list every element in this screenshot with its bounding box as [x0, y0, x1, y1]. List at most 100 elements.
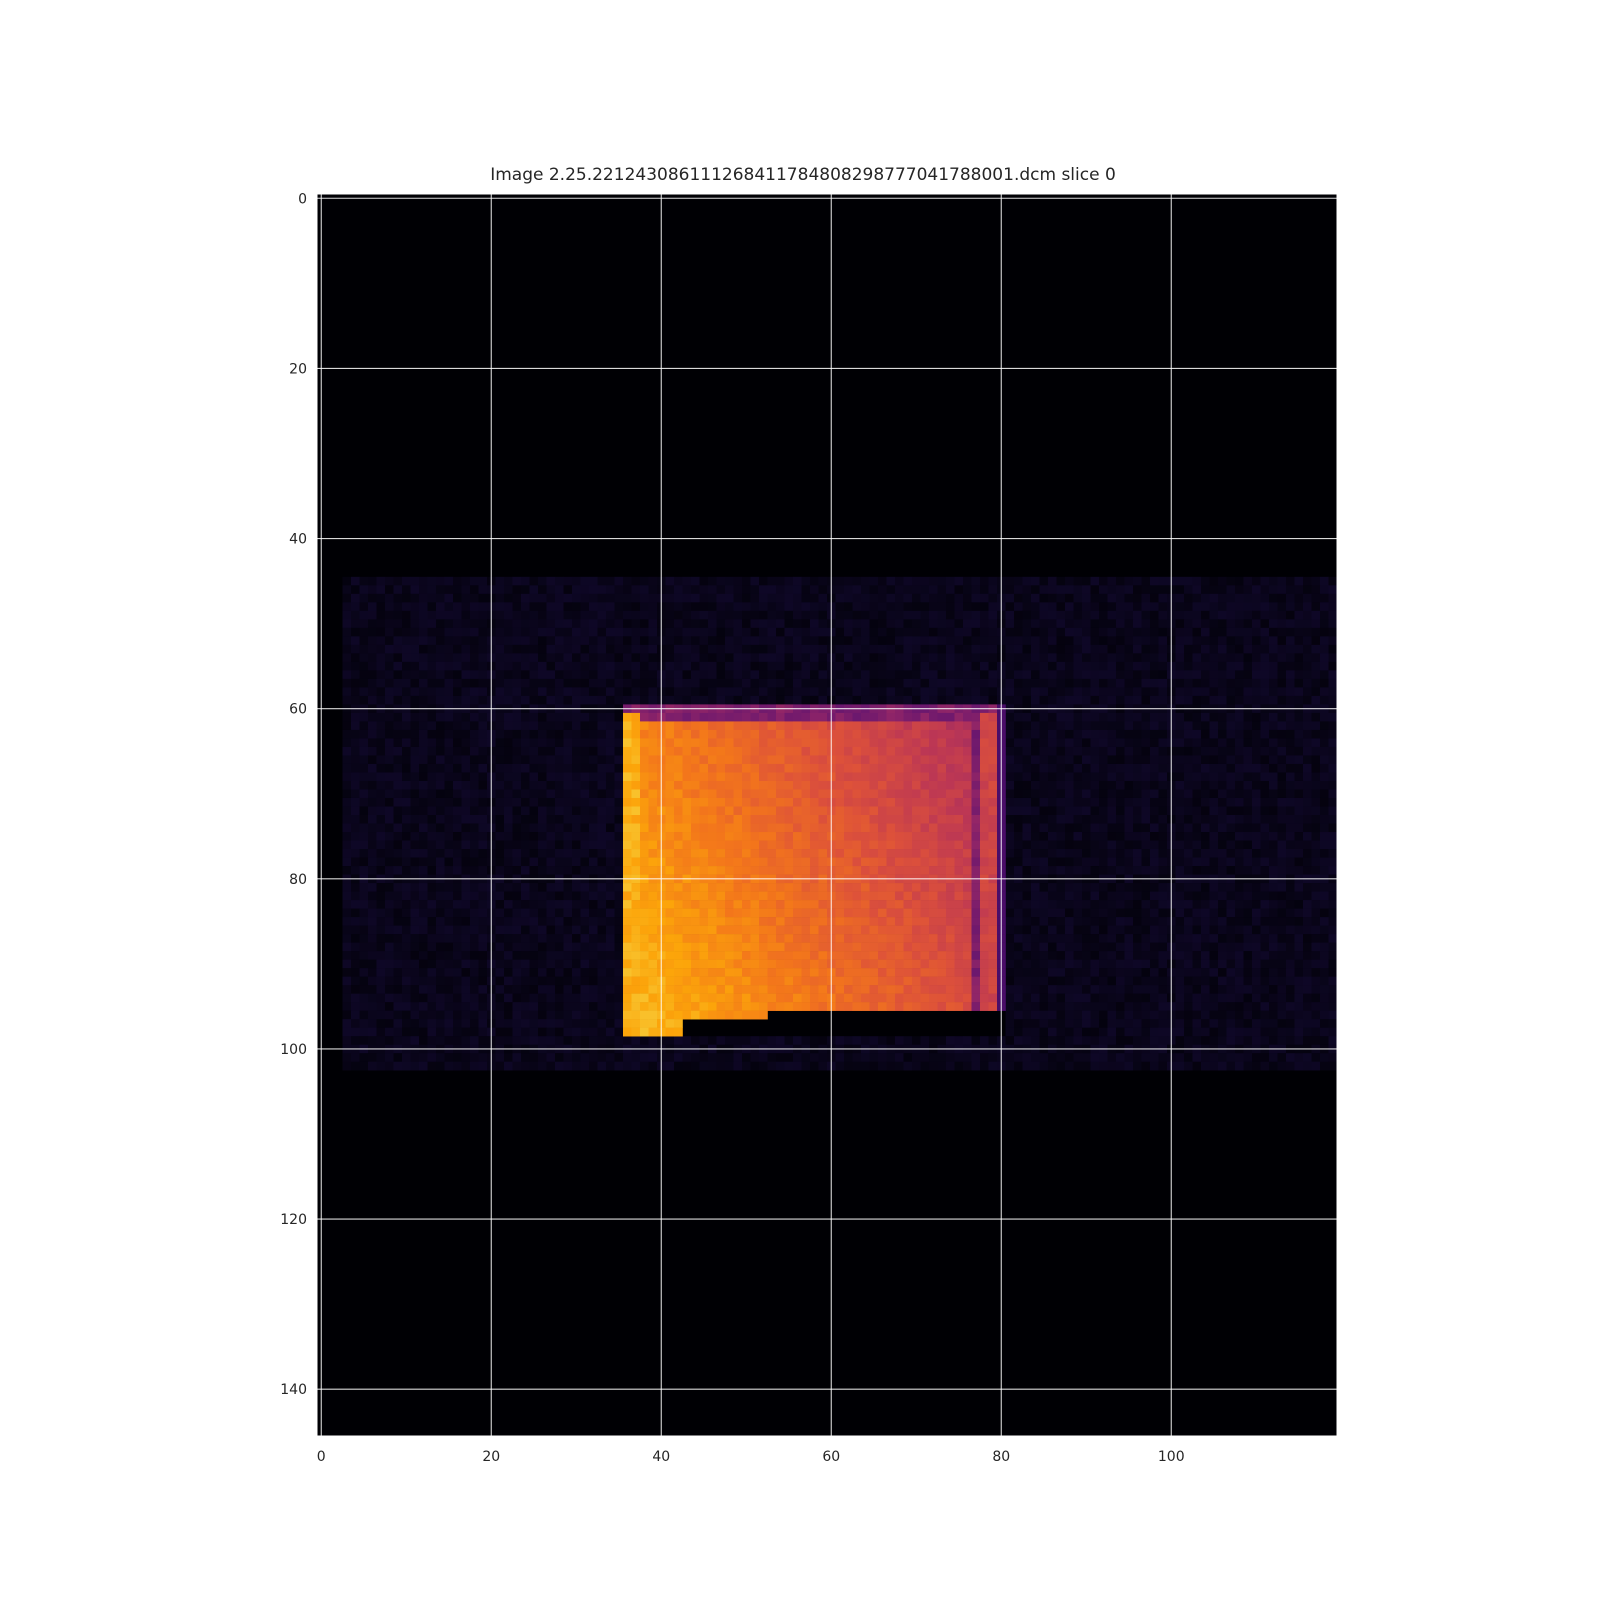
pixel [971, 1036, 981, 1045]
pixel [1209, 925, 1219, 935]
pixel [1235, 1053, 1244, 1062]
pixel [1235, 1010, 1244, 1020]
pixel [376, 576, 386, 586]
pixel [580, 840, 590, 850]
pixel [538, 815, 547, 824]
pixel [580, 738, 590, 748]
pixel [461, 738, 471, 748]
pixel [1022, 917, 1032, 926]
pixel [708, 670, 717, 680]
pixel [742, 636, 751, 646]
pixel [1269, 883, 1278, 892]
pixel [555, 627, 564, 637]
pixel [1252, 917, 1261, 926]
pixel [1005, 687, 1015, 697]
pixel [589, 840, 598, 850]
pixel [376, 1053, 386, 1062]
pixel [1201, 840, 1210, 850]
pixel [1116, 849, 1125, 858]
pixel [1218, 772, 1227, 782]
pixel [504, 1061, 513, 1071]
pixel [1277, 815, 1287, 824]
pixel [844, 1061, 853, 1071]
pixel [1201, 712, 1210, 722]
pixel [1294, 1053, 1304, 1062]
pixel [954, 610, 964, 620]
pixel [1260, 610, 1270, 620]
pixel [1158, 797, 1168, 807]
pixel [1022, 832, 1032, 841]
pixel [1124, 883, 1134, 892]
pixel [1031, 678, 1040, 688]
pixel [954, 678, 964, 688]
pixel [1260, 925, 1270, 935]
pixel [1235, 763, 1244, 773]
pixel [1218, 661, 1227, 671]
pixel [1226, 1036, 1236, 1045]
pixel [1073, 678, 1083, 688]
pixel [555, 661, 564, 671]
pixel [436, 900, 445, 909]
pixel [419, 1019, 428, 1028]
pixel [1141, 976, 1151, 986]
pixel [1022, 661, 1032, 671]
pixel [1175, 636, 1185, 646]
pixel [801, 695, 811, 705]
pixel [784, 653, 794, 663]
pixel [1005, 993, 1015, 1003]
pixel [1303, 1002, 1312, 1011]
pixel [470, 866, 479, 875]
pixel [572, 976, 581, 986]
pixel [529, 832, 539, 841]
pixel [529, 968, 539, 977]
pixel [1150, 993, 1159, 1003]
pixel [436, 849, 445, 858]
pixel [1090, 917, 1100, 926]
pixel [1243, 993, 1253, 1003]
pixel [572, 823, 581, 833]
pixel [1031, 985, 1040, 994]
pixel [436, 619, 445, 629]
pixel [1277, 1036, 1287, 1045]
pixel [1243, 695, 1253, 705]
pixel [886, 661, 896, 671]
pixel [1201, 1036, 1210, 1045]
pixel [1269, 636, 1278, 646]
pixel [1303, 576, 1312, 586]
pixel [572, 593, 581, 603]
pixel [1192, 627, 1202, 637]
pixel [427, 1027, 437, 1037]
pixel [606, 687, 615, 697]
pixel [606, 763, 615, 773]
pixel [733, 687, 743, 697]
pixel [1235, 1027, 1244, 1037]
pixel [1311, 908, 1321, 918]
pixel [1175, 891, 1185, 901]
pixel [1150, 942, 1159, 952]
pixel [810, 610, 819, 620]
pixel [1158, 840, 1168, 850]
pixel [597, 1036, 607, 1045]
pixel [1294, 678, 1304, 688]
pixel [1328, 636, 1338, 646]
pixel [1056, 644, 1066, 654]
pixel [818, 661, 828, 671]
pixel [1252, 636, 1261, 646]
pixel [1133, 670, 1142, 680]
pixel [444, 883, 454, 892]
pixel [1133, 1036, 1142, 1045]
pixel [410, 602, 420, 612]
pixel [784, 576, 794, 586]
pixel [504, 942, 513, 952]
pixel [606, 951, 615, 960]
pixel [733, 619, 743, 629]
pixel [597, 729, 607, 739]
pixel [1158, 602, 1168, 612]
pixel [1184, 993, 1193, 1003]
pixel [538, 610, 547, 620]
pixel [1218, 832, 1227, 841]
pixel [1226, 993, 1236, 1003]
pixel [623, 602, 632, 612]
pixel [1226, 823, 1236, 833]
pixel [1175, 585, 1185, 595]
